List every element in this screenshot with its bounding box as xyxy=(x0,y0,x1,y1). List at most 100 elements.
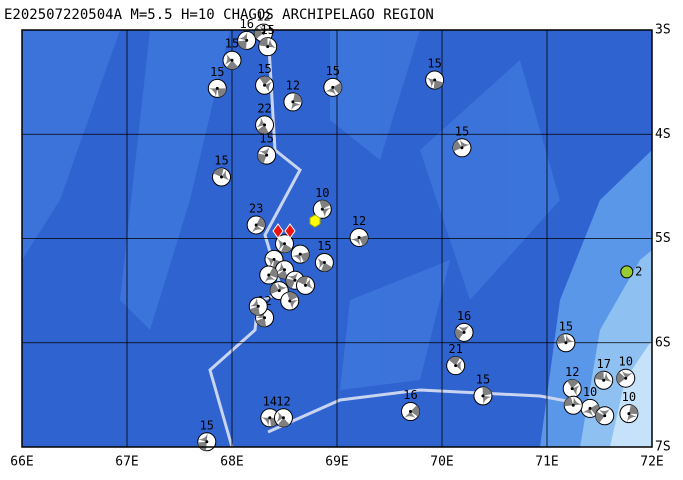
depth-label: 16 xyxy=(403,388,417,402)
beachball-center xyxy=(409,410,412,414)
depth-label: 15 xyxy=(326,64,340,78)
beachball-quadrant xyxy=(567,379,581,397)
beachball-center xyxy=(272,257,276,261)
beachball-center xyxy=(262,31,265,35)
beachball-quadrant xyxy=(270,281,288,294)
beachball-center xyxy=(627,412,631,416)
beachball xyxy=(257,145,277,165)
beachball-center xyxy=(460,146,464,150)
beachball-quadrant xyxy=(425,77,444,90)
beachball-quadrant xyxy=(455,325,470,340)
beachball-quadrant xyxy=(297,276,314,290)
beachball-center xyxy=(298,252,302,256)
beachball-center xyxy=(266,45,270,49)
beachball-center xyxy=(230,58,234,62)
beachball-center xyxy=(304,283,307,287)
beachball-center xyxy=(215,86,219,90)
beachball-center xyxy=(357,235,361,239)
beachball xyxy=(197,432,217,452)
beachball-quadrant xyxy=(448,356,463,372)
beachball xyxy=(222,50,242,70)
beachball xyxy=(212,167,231,187)
beachball xyxy=(323,77,343,97)
beachball xyxy=(248,296,268,316)
beachball xyxy=(296,275,315,295)
lat-label: 4S xyxy=(655,127,671,142)
beachball xyxy=(255,75,275,95)
beachball-center xyxy=(268,416,272,420)
beachball-center xyxy=(254,223,258,227)
bathymetry xyxy=(22,30,560,390)
depth-label: 12 xyxy=(276,394,290,408)
depth-label: 15 xyxy=(210,65,224,79)
beachball-center xyxy=(265,153,269,157)
beachball-quadrant xyxy=(582,403,600,417)
beachball-quadrant xyxy=(319,200,332,218)
beachball-center xyxy=(293,278,297,282)
beachball xyxy=(454,322,474,342)
beachball-quadrant xyxy=(213,167,230,181)
beachball-quadrant xyxy=(316,257,333,272)
beachball-quadrant xyxy=(594,371,613,382)
beachball-center xyxy=(322,260,326,264)
map-frame xyxy=(21,29,653,448)
beachball xyxy=(283,92,303,112)
depth-label: 21 xyxy=(448,342,462,356)
map-title: E202507220504A M=5.5 H=10 CHAGOS ARCHIPE… xyxy=(4,7,434,23)
beachball-center xyxy=(320,207,324,211)
beachball-quadrant xyxy=(286,271,299,289)
beachball-quadrant xyxy=(259,76,273,93)
depth-label: 15 xyxy=(259,132,273,146)
beachball-quadrant xyxy=(325,82,342,96)
beachball-quadrant xyxy=(237,31,248,50)
beachball-center xyxy=(454,364,458,368)
beachball-center xyxy=(263,83,267,87)
beachball xyxy=(290,244,310,264)
depth-label: 15 xyxy=(214,153,228,167)
depth-label: 23 xyxy=(249,201,263,215)
beachball-quadrant xyxy=(264,267,278,283)
beachball-center xyxy=(205,440,209,444)
lat-label: 6S xyxy=(655,335,671,350)
beachball-quadrant xyxy=(482,386,492,405)
depth-label: 16 xyxy=(457,309,471,323)
beachball xyxy=(619,404,639,424)
beachball xyxy=(446,356,466,376)
beachball xyxy=(314,252,334,272)
beachball xyxy=(595,406,615,426)
beachball-center xyxy=(481,394,485,398)
beachball-center xyxy=(245,38,249,42)
green-event-label: 2 xyxy=(635,264,642,278)
beachball xyxy=(255,115,275,135)
lon-label: 69E xyxy=(325,455,348,470)
epicenter-marker xyxy=(309,214,321,228)
depth-label: 10 xyxy=(583,385,597,399)
beachball-center xyxy=(281,416,285,420)
beachball xyxy=(275,234,294,254)
depth-label: 12 xyxy=(565,365,579,379)
beachball-quadrant xyxy=(350,235,369,247)
beachball xyxy=(258,37,278,57)
beachball-quadrant xyxy=(556,333,575,344)
lat-label: 3S xyxy=(655,23,671,38)
beachball-center xyxy=(331,85,335,89)
beachball-quadrant xyxy=(626,404,638,423)
beachball xyxy=(349,227,369,247)
beachball xyxy=(616,368,636,388)
beachball xyxy=(401,402,420,422)
beachball-quadrant xyxy=(257,146,270,164)
beachball xyxy=(563,395,583,415)
beachball xyxy=(312,199,332,219)
depth-label: 12 xyxy=(352,214,366,228)
beachball-quadrant xyxy=(275,261,289,279)
beachball xyxy=(280,291,300,311)
lat-label: 5S xyxy=(655,231,671,246)
red-marker xyxy=(284,223,296,239)
beachball-center xyxy=(571,403,575,407)
beachball-center xyxy=(291,100,295,104)
beachball-quadrant xyxy=(564,396,583,407)
beachball-center xyxy=(263,123,267,127)
beachball xyxy=(562,379,582,399)
beachball-center xyxy=(570,387,574,391)
